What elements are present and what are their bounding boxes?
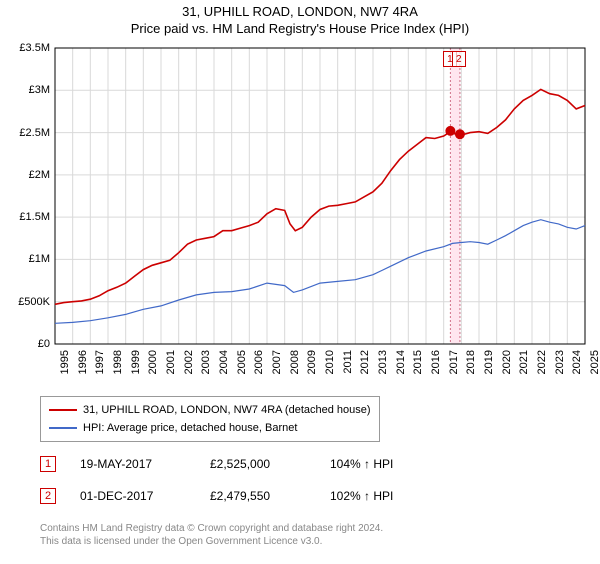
legend-item: 31, UPHILL ROAD, LONDON, NW7 4RA (detach…	[49, 401, 371, 419]
x-axis-label: 2025	[589, 350, 600, 390]
x-axis-label: 1999	[130, 350, 142, 390]
x-axis-label: 2016	[430, 350, 442, 390]
x-axis-label: 2001	[165, 350, 177, 390]
y-axis-label: £0	[0, 338, 50, 350]
chart-marker-badge: 2	[452, 51, 466, 67]
transaction-hpi: 104% ↑ HPI	[330, 457, 393, 471]
transaction-badge: 2	[40, 488, 56, 504]
y-axis-label: £1.5M	[0, 211, 50, 223]
x-axis-label: 1998	[112, 350, 124, 390]
x-axis-label: 2023	[554, 350, 566, 390]
x-axis-label: 2018	[465, 350, 477, 390]
legend-item: HPI: Average price, detached house, Barn…	[49, 419, 371, 437]
x-axis-label: 2004	[218, 350, 230, 390]
x-axis-label: 2017	[448, 350, 460, 390]
footer-line: Contains HM Land Registry data © Crown c…	[40, 522, 383, 535]
transaction-hpi: 102% ↑ HPI	[330, 489, 393, 503]
x-axis-label: 2013	[377, 350, 389, 390]
transaction-date: 19-MAY-2017	[80, 457, 210, 471]
x-axis-label: 2010	[324, 350, 336, 390]
x-axis-label: 2009	[306, 350, 318, 390]
x-axis-label: 2008	[289, 350, 301, 390]
x-axis-label: 1995	[59, 350, 71, 390]
footer-attribution: Contains HM Land Registry data © Crown c…	[40, 522, 383, 548]
x-axis-label: 2006	[253, 350, 265, 390]
y-axis-label: £3M	[0, 84, 50, 96]
x-axis-label: 2022	[536, 350, 548, 390]
x-axis-label: 2005	[236, 350, 248, 390]
y-axis-label: £1M	[0, 253, 50, 265]
x-axis-label: 2015	[412, 350, 424, 390]
chart-legend: 31, UPHILL ROAD, LONDON, NW7 4RA (detach…	[40, 396, 380, 442]
transaction-price: £2,525,000	[210, 457, 330, 471]
transaction-date: 01-DEC-2017	[80, 489, 210, 503]
legend-label: 31, UPHILL ROAD, LONDON, NW7 4RA (detach…	[83, 404, 371, 416]
x-axis-label: 2012	[359, 350, 371, 390]
x-axis-label: 2024	[571, 350, 583, 390]
y-axis-label: £2M	[0, 169, 50, 181]
x-axis-label: 1997	[94, 350, 106, 390]
x-axis-label: 2019	[483, 350, 495, 390]
x-axis-label: 2000	[147, 350, 159, 390]
transaction-badge: 1	[40, 456, 56, 472]
x-axis-label: 2003	[200, 350, 212, 390]
x-axis-label: 2014	[395, 350, 407, 390]
x-axis-label: 2002	[183, 350, 195, 390]
transaction-row: 2 01-DEC-2017 £2,479,550 102% ↑ HPI	[40, 488, 393, 504]
x-axis-label: 2020	[501, 350, 513, 390]
legend-label: HPI: Average price, detached house, Barn…	[83, 422, 297, 434]
x-axis-label: 2021	[518, 350, 530, 390]
x-axis-label: 1996	[77, 350, 89, 390]
footer-line: This data is licensed under the Open Gov…	[40, 535, 383, 548]
price-chart	[0, 4, 600, 349]
y-axis-label: £500K	[0, 296, 50, 308]
x-axis-label: 2007	[271, 350, 283, 390]
x-axis-label: 2011	[342, 350, 354, 390]
transaction-row: 1 19-MAY-2017 £2,525,000 104% ↑ HPI	[40, 456, 393, 472]
y-axis-label: £2.5M	[0, 127, 50, 139]
y-axis-label: £3.5M	[0, 42, 50, 54]
transaction-price: £2,479,550	[210, 489, 330, 503]
